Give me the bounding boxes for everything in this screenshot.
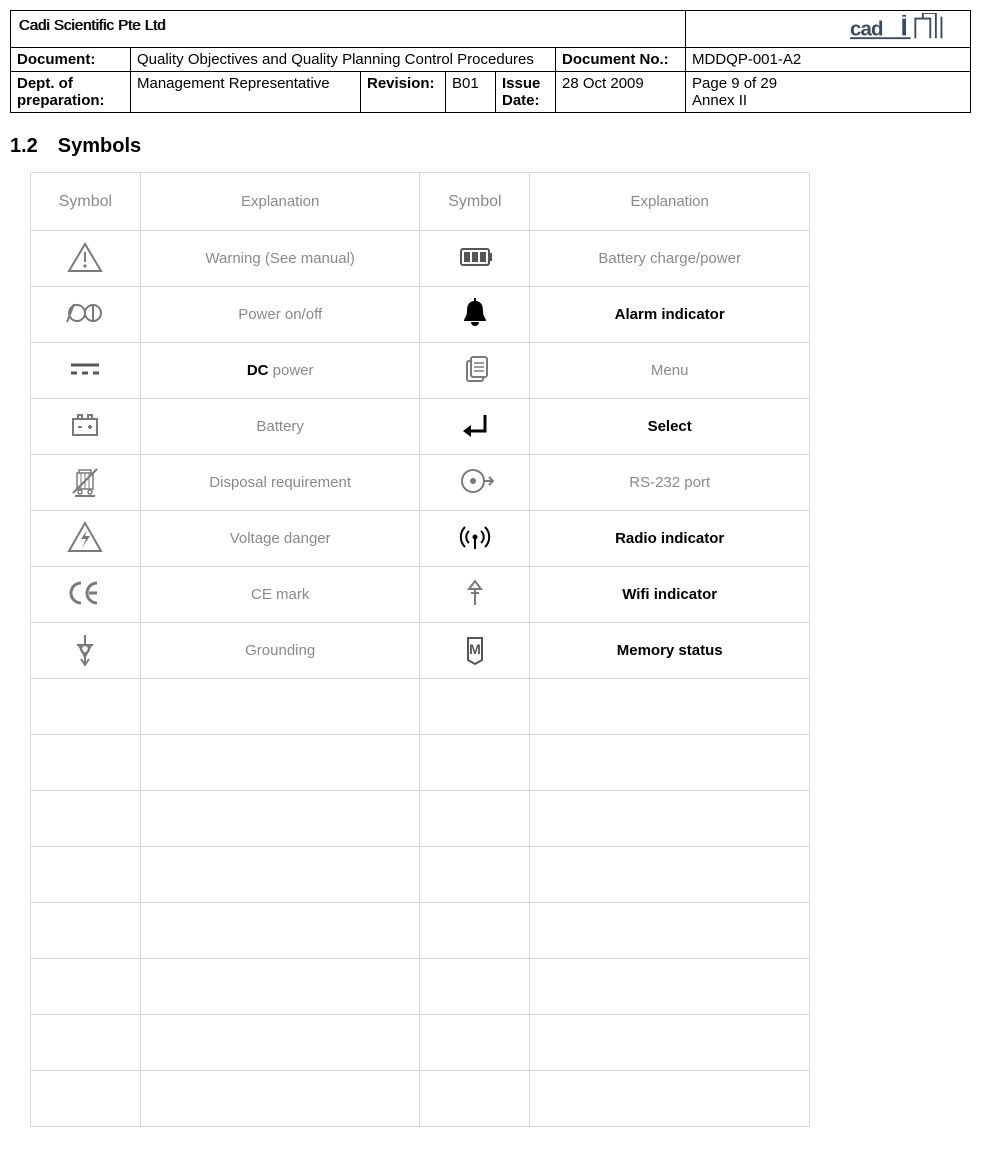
symbols-table: Symbol Explanation Symbol Explanation Wa… — [30, 172, 810, 1127]
docno-value: MDDQP-001-A2 — [686, 48, 971, 72]
explanation-cell: Power on/off — [140, 287, 420, 343]
symbol-row: Voltage danger Radio indicator — [31, 511, 810, 567]
hvolt-icon — [65, 519, 105, 555]
dept-label: Dept. of preparation: — [11, 72, 131, 113]
explanation-cell: Warning (See manual) — [140, 231, 420, 287]
symbol-row: Grounding Memory status — [31, 623, 810, 679]
issue-date-label: Issue Date: — [496, 72, 556, 113]
explanation-cell: Battery — [140, 399, 420, 455]
battery3-icon — [455, 239, 495, 275]
dept-value: Management Representative — [131, 72, 361, 113]
symbol-cell — [420, 343, 530, 399]
memory-icon — [455, 631, 495, 667]
explanation-cell: Alarm indicator — [530, 287, 810, 343]
symbol-row-empty — [31, 959, 810, 1015]
symbol-row: Power on/off Alarm indicator — [31, 287, 810, 343]
explanation-cell: Battery charge/power — [530, 231, 810, 287]
symbol-row-empty — [31, 847, 810, 903]
col-symbol-1: Symbol — [31, 173, 141, 231]
symbol-row-empty — [31, 903, 810, 959]
radio-icon — [455, 519, 495, 555]
document-value: Quality Objectives and Quality Planning … — [131, 48, 556, 72]
symbol-row-empty — [31, 1071, 810, 1127]
symbol-cell — [420, 231, 530, 287]
symbol-cell — [420, 567, 530, 623]
symbol-cell — [420, 511, 530, 567]
page-info: Page 9 of 29 Annex II — [686, 72, 971, 113]
explanation-cell: Menu — [530, 343, 810, 399]
symbol-cell — [31, 343, 141, 399]
symbol-cell — [31, 511, 141, 567]
revision-label: Revision: — [361, 72, 446, 113]
explanation-cell: Select — [530, 399, 810, 455]
symbol-cell — [420, 287, 530, 343]
warning-icon — [65, 239, 105, 275]
enter-icon — [455, 407, 495, 443]
symbols-table-header: Symbol Explanation Symbol Explanation — [31, 173, 810, 231]
symbol-row-empty — [31, 1015, 810, 1071]
explanation-cell: DC power — [140, 343, 420, 399]
explanation-cell: Voltage danger — [140, 511, 420, 567]
ground-icon — [65, 631, 105, 667]
poweroo-icon — [65, 295, 105, 331]
symbol-row: CE mark Wifi indicator — [31, 567, 810, 623]
dcpower-icon — [65, 351, 105, 387]
explanation-cell: Memory status — [530, 623, 810, 679]
revision-value: B01 — [446, 72, 496, 113]
symbol-row-empty — [31, 679, 810, 735]
menu-icon — [455, 351, 495, 387]
explanation-cell: Wifi indicator — [530, 567, 810, 623]
symbol-row: Disposal requirement RS-232 port — [31, 455, 810, 511]
symbol-cell — [31, 623, 141, 679]
explanation-cell: Radio indicator — [530, 511, 810, 567]
symbol-cell — [420, 399, 530, 455]
page-line1: Page 9 of 29 — [692, 75, 777, 92]
symbol-cell — [31, 455, 141, 511]
symbol-row: Warning (See manual) Battery charge/power — [31, 231, 810, 287]
wifi-icon — [455, 575, 495, 611]
symbol-cell — [31, 567, 141, 623]
symbol-cell — [420, 623, 530, 679]
symbol-cell — [31, 287, 141, 343]
batt-icon — [65, 407, 105, 443]
explanation-cell: RS-232 port — [530, 455, 810, 511]
rs232-icon — [455, 463, 495, 499]
section-title: 1.2 Symbols — [10, 135, 971, 158]
explanation-cell: Disposal requirement — [140, 455, 420, 511]
symbol-row-empty — [31, 791, 810, 847]
symbol-cell — [420, 455, 530, 511]
cadi-logo-icon: cad — [850, 13, 962, 41]
docno-label: Document No.: — [556, 48, 686, 72]
explanation-cell: CE mark — [140, 567, 420, 623]
col-explanation-2: Explanation — [530, 173, 810, 231]
symbol-row: Battery Select — [31, 399, 810, 455]
company-logo-cell: cad — [686, 11, 971, 48]
symbol-row: DC power Menu — [31, 343, 810, 399]
ce-icon — [65, 575, 105, 611]
document-label: Document: — [11, 48, 131, 72]
col-explanation-1: Explanation — [140, 173, 420, 231]
explanation-cell: Grounding — [140, 623, 420, 679]
col-symbol-2: Symbol — [420, 173, 530, 231]
symbol-cell — [31, 231, 141, 287]
document-header-table: Cadi Scientific Pte Ltd cad Document: Qu… — [10, 10, 971, 113]
symbol-row-empty — [31, 735, 810, 791]
symbol-cell — [31, 399, 141, 455]
bell-icon — [455, 295, 495, 331]
page-line2: Annex II — [692, 92, 747, 109]
weee-icon — [65, 463, 105, 499]
issue-date-value: 28 Oct 2009 — [556, 72, 686, 113]
company-name: Cadi Scientific Pte Ltd — [11, 11, 686, 48]
svg-text:cad: cad — [850, 17, 883, 40]
